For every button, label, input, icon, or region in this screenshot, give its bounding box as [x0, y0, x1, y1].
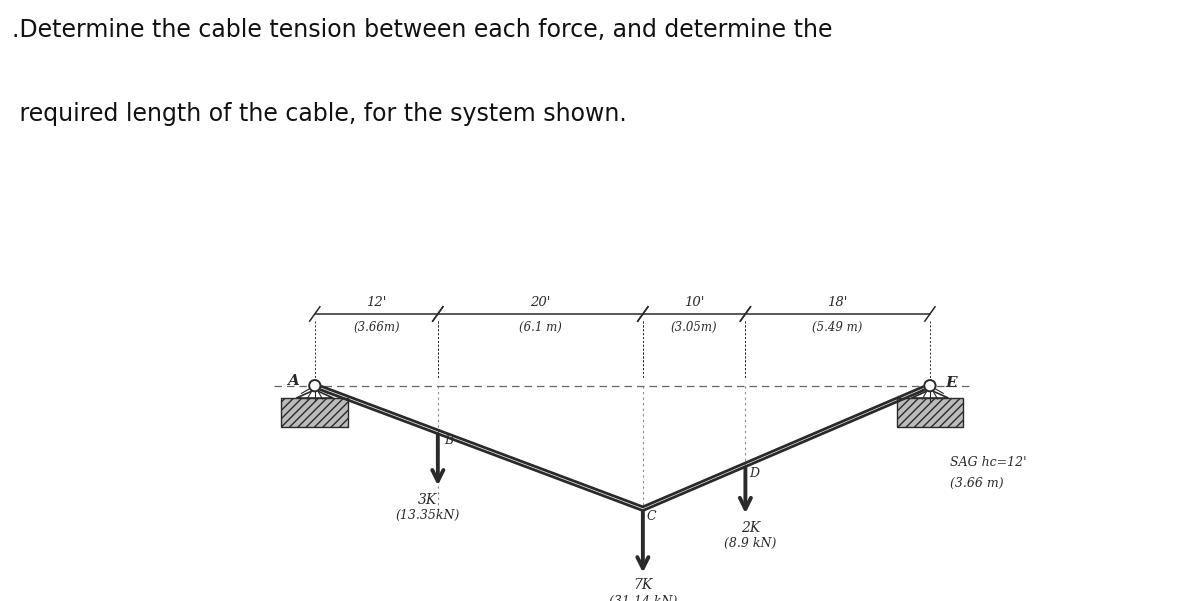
Text: 12': 12' [366, 296, 386, 309]
Polygon shape [912, 390, 948, 398]
Text: B: B [444, 434, 454, 447]
Text: (3.05m): (3.05m) [671, 321, 718, 334]
Text: A: A [288, 374, 300, 388]
Text: 18': 18' [828, 296, 848, 309]
Text: (13.35kN): (13.35kN) [395, 508, 460, 522]
Text: 20': 20' [530, 296, 551, 309]
Text: C: C [647, 510, 656, 523]
Text: (5.49 m): (5.49 m) [812, 321, 863, 334]
Text: SAG hc=12': SAG hc=12' [950, 456, 1027, 469]
Text: E: E [946, 376, 956, 389]
Text: (6.1 m): (6.1 m) [518, 321, 562, 334]
Text: .Determine the cable tension between each force, and determine the: .Determine the cable tension between eac… [12, 18, 833, 42]
Text: (31.14 kN): (31.14 kN) [608, 595, 677, 601]
Circle shape [924, 380, 936, 391]
Text: required length of the cable, for the system shown.: required length of the cable, for the sy… [12, 102, 626, 126]
Circle shape [310, 380, 320, 391]
Text: 7K: 7K [634, 578, 653, 593]
Bar [896, 398, 964, 427]
Polygon shape [296, 390, 334, 398]
Text: 3K: 3K [418, 493, 437, 507]
Text: D: D [750, 467, 760, 480]
Text: 2K: 2K [740, 521, 760, 535]
Text: (8.9 kN): (8.9 kN) [725, 537, 776, 549]
Bar [282, 398, 348, 427]
Text: (3.66m): (3.66m) [353, 321, 400, 334]
Text: (3.66 m): (3.66 m) [950, 477, 1004, 490]
Text: 10': 10' [684, 296, 704, 309]
